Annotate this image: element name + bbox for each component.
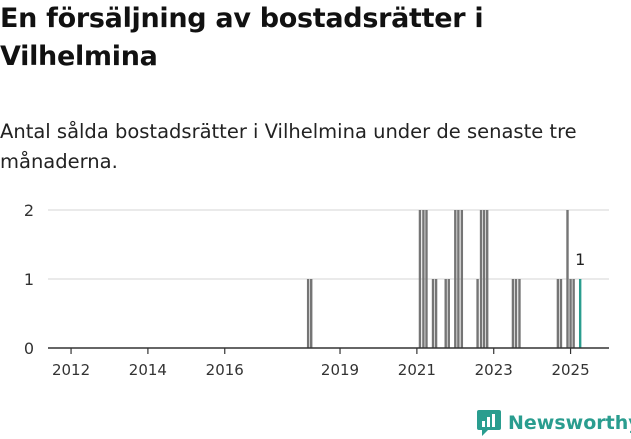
bar [572, 279, 575, 348]
bar [425, 210, 428, 348]
bar [479, 210, 483, 348]
chart-subtitle: Antal sålda bostadsrätter i Vilhelmina u… [0, 120, 577, 173]
bar-data-label: 1 [575, 250, 585, 269]
newsworthy-brand[interactable]: Newsworthy [476, 408, 631, 438]
bar [460, 210, 464, 348]
x-tick-label: 2012 [52, 361, 90, 379]
y-tick-label: 2 [24, 201, 34, 220]
bar [431, 279, 435, 348]
brand-name: Newsworthy [508, 412, 631, 434]
x-tick-label: 2023 [475, 361, 513, 379]
bar-highlight [578, 279, 582, 348]
bar [310, 279, 313, 348]
bar [485, 210, 489, 348]
bar [444, 279, 447, 348]
bar [556, 279, 560, 348]
bar [306, 279, 310, 348]
y-tick-label: 1 [24, 270, 34, 289]
bar [447, 279, 450, 348]
x-tick-label: 2021 [398, 361, 436, 379]
bar [514, 279, 518, 348]
bar [566, 210, 569, 348]
bar [434, 279, 438, 348]
x-tick-label: 2025 [551, 361, 589, 379]
bar-chart: 0 1 2 1 2012 2014 2016 2019 2021 2023 2025 [24, 201, 609, 379]
bar [559, 279, 563, 348]
bar [569, 279, 572, 348]
x-tick-label: 2016 [206, 361, 244, 379]
bar [418, 210, 422, 348]
chart-title: En försäljning av bostadsrätter i Vilhel… [0, 3, 484, 72]
newsworthy-logo-icon [477, 410, 501, 436]
bar [476, 279, 479, 348]
x-tick-label: 2019 [321, 361, 359, 379]
x-tick-label: 2014 [129, 361, 167, 379]
bar [454, 210, 457, 348]
bar [511, 279, 515, 348]
bar [422, 210, 425, 348]
bar [518, 279, 521, 348]
bar [482, 210, 486, 348]
y-tick-label: 0 [24, 339, 34, 358]
bar [457, 210, 460, 348]
